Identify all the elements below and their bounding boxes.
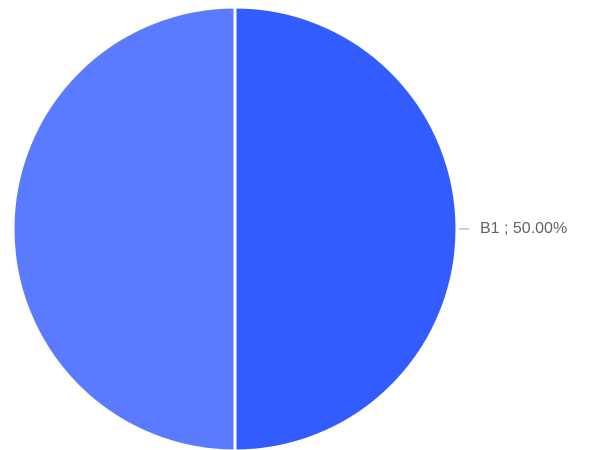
pie-slices <box>11 5 459 450</box>
pie-slice-2 <box>11 5 237 450</box>
pie-slice-b1 <box>233 5 459 450</box>
pie-labels: B1 ; 50.00% <box>459 220 567 237</box>
pie-label-b1: B1 ; 50.00% <box>480 220 567 237</box>
